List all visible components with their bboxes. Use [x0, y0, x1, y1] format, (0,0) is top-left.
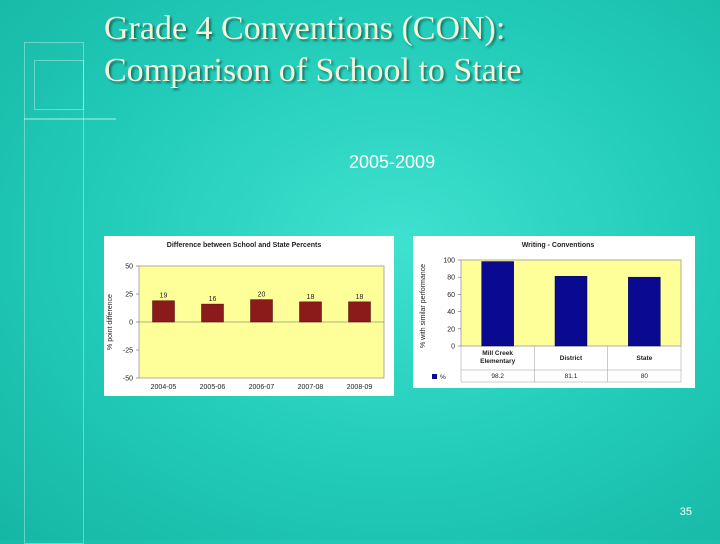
- bar: [348, 301, 371, 323]
- category-label: 2008-09: [347, 384, 373, 391]
- bar-group: [481, 261, 661, 347]
- bar: [628, 276, 661, 347]
- bar: [152, 300, 175, 323]
- category-labels: 2004-05 2005-06 2006-07 2007-08 2008-09: [151, 384, 373, 391]
- y-axis-label: % point difference: [107, 294, 114, 350]
- bar: [250, 299, 273, 323]
- bar: [201, 303, 224, 323]
- legend-label: %: [440, 374, 446, 381]
- y-tick-label: 40: [447, 309, 455, 316]
- bar: [299, 301, 322, 323]
- table-value: 98.2: [491, 373, 504, 380]
- y-tick-label: 20: [447, 326, 455, 333]
- data-label: 19: [160, 293, 168, 300]
- data-table: Mill Creek Elementary 98.2 District 81.1 Stat…: [460, 346, 682, 383]
- y-tick-label: 25: [125, 292, 133, 299]
- y-tick-label: 100: [443, 258, 455, 265]
- title-line-2: Comparison of School to State: [104, 52, 522, 89]
- y-axis-label: % with similar performance: [420, 264, 427, 348]
- bar-group: [152, 299, 371, 323]
- data-label: 20: [258, 292, 266, 299]
- chart-title: Difference between School and State Perc…: [167, 242, 322, 249]
- legend-swatch: [432, 374, 437, 379]
- category-label: 2004-05: [151, 384, 177, 391]
- category-label: 2006-07: [249, 384, 275, 391]
- writing-conventions-chart: Writing - Conventions % with similar per…: [413, 236, 695, 388]
- y-tick-label: 50: [125, 264, 133, 271]
- category-label: 2007-08: [298, 384, 324, 391]
- data-label: 18: [307, 294, 315, 301]
- category-label: District: [560, 355, 583, 362]
- chart-title: Writing - Conventions: [522, 242, 595, 249]
- data-label: 16: [209, 296, 217, 303]
- difference-chart: Difference between School and State Perc…: [104, 236, 394, 396]
- title-line-1: Grade 4 Conventions (CON):: [104, 10, 506, 47]
- category-label: State: [636, 355, 652, 362]
- y-tick-label: 0: [451, 344, 455, 351]
- slide-subtitle: 2005-2009: [349, 152, 436, 172]
- decorative-line: [24, 118, 116, 120]
- data-label: 18: [356, 294, 364, 301]
- y-tick-label: 60: [447, 292, 455, 299]
- bar: [554, 276, 588, 347]
- slide-title: Grade 4 Conventions (CON): Comparison of…: [104, 8, 704, 92]
- table-value: 81.1: [565, 373, 578, 380]
- y-tick-labels: 50 25 0 -25 -50: [123, 264, 139, 383]
- category-label: Mill Creek Elementary: [480, 350, 515, 365]
- y-tick-labels: 100 80 60 40 20 0: [443, 258, 461, 351]
- table-value: 80: [641, 373, 649, 380]
- category-label: 2005-06: [200, 384, 226, 391]
- decorative-frame-inner: [34, 60, 84, 110]
- y-tick-label: -25: [123, 348, 133, 355]
- data-labels: 19 16 20 18 18: [160, 292, 364, 303]
- y-tick-label: -50: [123, 376, 133, 383]
- y-tick-label: 80: [447, 275, 455, 282]
- bar: [481, 261, 514, 347]
- y-tick-label: 0: [129, 320, 133, 327]
- page-number: 35: [679, 506, 692, 518]
